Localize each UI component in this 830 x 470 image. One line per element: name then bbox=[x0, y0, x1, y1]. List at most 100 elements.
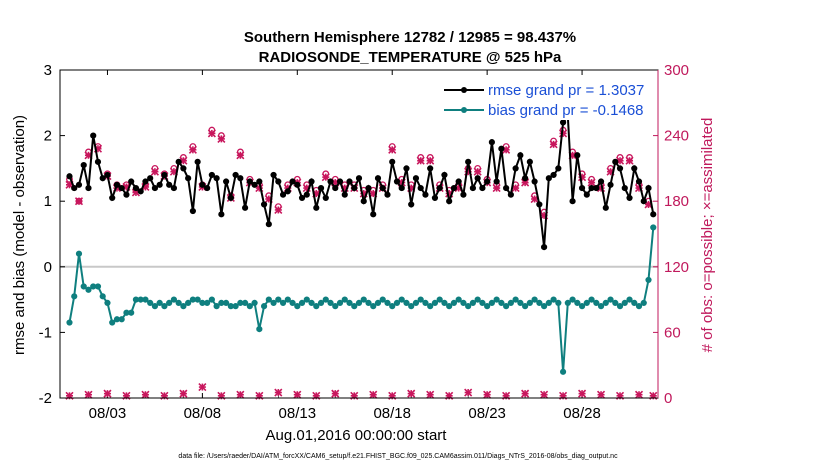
series-0-point bbox=[616, 165, 624, 172]
series-1-point bbox=[294, 303, 301, 310]
series-0-point bbox=[260, 201, 268, 208]
series-1-point bbox=[389, 303, 396, 310]
obs-low-marker bbox=[103, 389, 112, 398]
series-1-point bbox=[151, 303, 159, 310]
series-1-point bbox=[360, 296, 367, 303]
series-0-point bbox=[199, 181, 206, 188]
series-0-point bbox=[545, 175, 552, 182]
y-right-tick-label-2: 120 bbox=[664, 259, 689, 276]
obs-assimilated-marker bbox=[492, 184, 501, 193]
obs-assimilated-marker bbox=[625, 156, 634, 165]
x-axis-label: Aug.01,2016 00:00:00 start bbox=[266, 427, 448, 444]
series-1-point bbox=[574, 299, 581, 306]
series-1-point bbox=[408, 303, 415, 310]
series-1-point bbox=[71, 293, 78, 300]
x-tick-label-4: 08/23 bbox=[468, 405, 506, 422]
series-0-point bbox=[422, 191, 429, 198]
x-tick-label-1: 08/08 bbox=[184, 405, 222, 422]
series-1-point bbox=[275, 296, 282, 303]
series-0-point bbox=[104, 171, 111, 179]
series-0-point bbox=[593, 184, 600, 192]
series-1-point bbox=[522, 303, 529, 310]
obs-assimilated-marker bbox=[473, 167, 482, 176]
legend-marker-1 bbox=[461, 107, 467, 113]
series-1-point bbox=[327, 299, 334, 306]
series-0-point bbox=[465, 158, 472, 165]
series-1-point bbox=[631, 299, 638, 306]
series-1-point bbox=[474, 296, 481, 303]
series-0-point bbox=[355, 175, 363, 182]
series-0-point bbox=[298, 194, 306, 202]
series-1-point bbox=[422, 299, 429, 306]
series-0-point bbox=[351, 184, 358, 192]
series-1-point bbox=[213, 303, 220, 310]
series-1-point bbox=[635, 303, 643, 310]
series-0-point bbox=[336, 178, 344, 185]
series-0-point bbox=[317, 184, 325, 192]
obs-low-marker bbox=[464, 388, 473, 397]
series-1-point bbox=[436, 296, 443, 303]
obs-low-marker bbox=[521, 389, 530, 398]
series-1-point bbox=[431, 299, 439, 306]
series-0-point bbox=[427, 165, 434, 172]
series-0-point bbox=[597, 178, 605, 185]
series-1-point bbox=[80, 283, 87, 290]
series-1-point bbox=[66, 319, 73, 326]
obs-low-marker bbox=[236, 390, 245, 399]
obs-low-marker bbox=[540, 390, 549, 399]
series-0-point bbox=[256, 178, 263, 185]
series-1-point bbox=[109, 319, 116, 326]
series-0-point bbox=[635, 178, 643, 185]
series-1-point bbox=[479, 299, 486, 306]
series-0-point bbox=[417, 184, 424, 192]
series-0-point bbox=[123, 191, 130, 198]
series-0-point bbox=[412, 175, 420, 182]
series-1-point bbox=[645, 276, 652, 284]
series-1-point bbox=[569, 296, 576, 303]
series-0-point bbox=[446, 198, 453, 205]
series-1-point bbox=[526, 299, 533, 306]
series-1-point bbox=[555, 299, 562, 306]
series-0-point bbox=[142, 178, 149, 185]
chart-title: Southern Hemisphere 12782 / 12985 = 98.4… bbox=[244, 29, 576, 46]
x-tick-label-5: 08/28 bbox=[563, 405, 601, 422]
series-1-point bbox=[559, 368, 567, 375]
series-0-point bbox=[137, 188, 144, 195]
series-0-point bbox=[128, 178, 135, 185]
chart-subtitle: RADIOSONDE_TEMPERATURE @ 525 hPa bbox=[259, 49, 562, 66]
series-0-point bbox=[265, 221, 272, 228]
series-0-point bbox=[640, 198, 647, 205]
series-0-point bbox=[441, 171, 448, 179]
series-1-point bbox=[597, 303, 605, 310]
series-1-point bbox=[465, 303, 472, 310]
obs-low-marker bbox=[274, 388, 283, 397]
series-0-point bbox=[365, 184, 372, 192]
series-0-point bbox=[90, 132, 97, 139]
series-1-point bbox=[128, 309, 135, 316]
series-0-point bbox=[99, 175, 106, 182]
series-1-point bbox=[607, 296, 614, 303]
series-1-point bbox=[460, 299, 467, 306]
series-0-point bbox=[607, 181, 614, 188]
series-1-point bbox=[351, 303, 358, 310]
series-1-point bbox=[540, 303, 548, 310]
series-1-point bbox=[384, 299, 391, 306]
series-0-point bbox=[185, 175, 192, 182]
series-line-0 bbox=[68, 112, 655, 248]
series-1-point bbox=[531, 296, 538, 303]
series-1-point bbox=[536, 299, 543, 306]
series-0-point bbox=[431, 194, 439, 202]
series-0-point bbox=[204, 184, 211, 192]
y-right-tick-label-1: 60 bbox=[664, 324, 681, 341]
series-1-point bbox=[241, 299, 249, 306]
series-0-point bbox=[270, 171, 277, 179]
series-1-point bbox=[204, 299, 211, 306]
series-0-point bbox=[180, 165, 187, 172]
series-1-point bbox=[223, 299, 230, 306]
series-0-point bbox=[574, 152, 581, 159]
series-1-point bbox=[550, 296, 557, 303]
series-0-point bbox=[370, 211, 377, 218]
series-0-point bbox=[66, 173, 73, 180]
series-1-point bbox=[308, 299, 315, 306]
x-tick-label-0: 08/03 bbox=[89, 405, 127, 422]
